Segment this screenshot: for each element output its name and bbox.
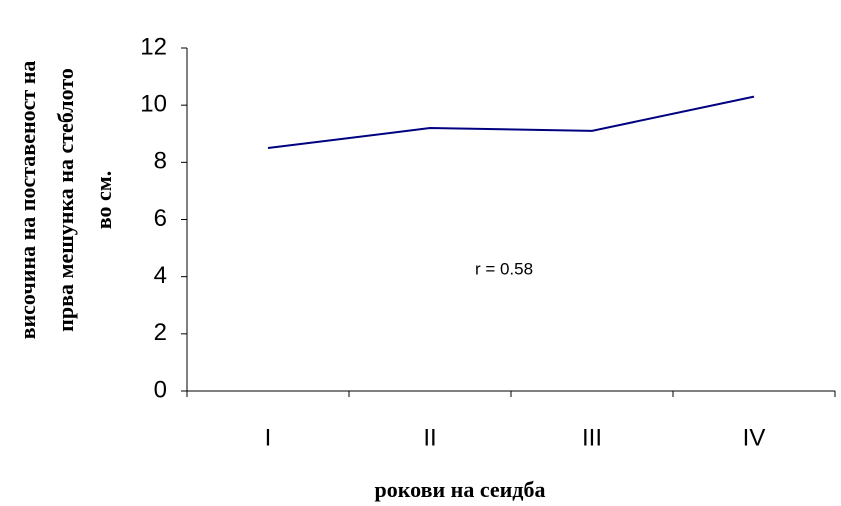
x-tick-label: III (582, 424, 602, 451)
y-tick-label: 10 (140, 91, 167, 118)
data-line (267, 95, 755, 150)
y-axis-label: височина на поставеност на (15, 61, 40, 340)
annotation: r = 0.58 (475, 259, 533, 278)
x-axis-label: рокови на сеидба (375, 477, 546, 502)
x-tick-label: I (265, 424, 272, 451)
y-tick-label: 4 (154, 262, 167, 289)
y-tick-label: 0 (154, 376, 167, 403)
y-tick-label: 6 (154, 205, 167, 232)
y-tick-label: 8 (154, 148, 167, 175)
y-axis-label: прва мешунка на стеблото (53, 68, 78, 332)
y-axis-label: во см. (91, 171, 116, 229)
y-tick-label: 12 (140, 33, 167, 60)
y-tick-label: 2 (154, 319, 167, 346)
x-tick-label: IV (743, 424, 766, 451)
x-tick-label: II (423, 424, 436, 451)
